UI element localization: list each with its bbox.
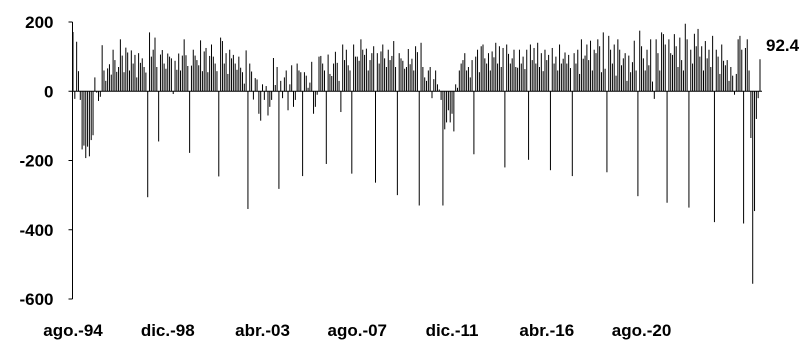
x-tick-label: abr.-03 xyxy=(235,321,290,340)
last-value-label: 92.4 xyxy=(766,36,800,55)
x-tick-label: ago.-20 xyxy=(612,321,672,340)
y-tick-label: -200 xyxy=(19,152,53,171)
x-tick-label: dic.-11 xyxy=(426,321,479,340)
y-tick-label: -600 xyxy=(19,290,53,309)
y-axis-ticks: 200 0 -200 -400 -600 xyxy=(19,13,73,309)
bars-layer xyxy=(72,23,761,284)
x-tick-label: dic.-98 xyxy=(141,321,195,340)
y-tick-label: 0 xyxy=(44,82,53,101)
y-tick-label: -400 xyxy=(19,221,53,240)
y-tick-label: 200 xyxy=(25,13,53,32)
x-tick-label: ago.-07 xyxy=(328,321,388,340)
x-tick-label: ago.-94 xyxy=(43,321,103,340)
x-tick-label: abr.-16 xyxy=(519,321,574,340)
x-axis-ticks: ago.-94 dic.-98 abr.-03 ago.-07 dic.-11 abr.-… xyxy=(43,321,671,340)
